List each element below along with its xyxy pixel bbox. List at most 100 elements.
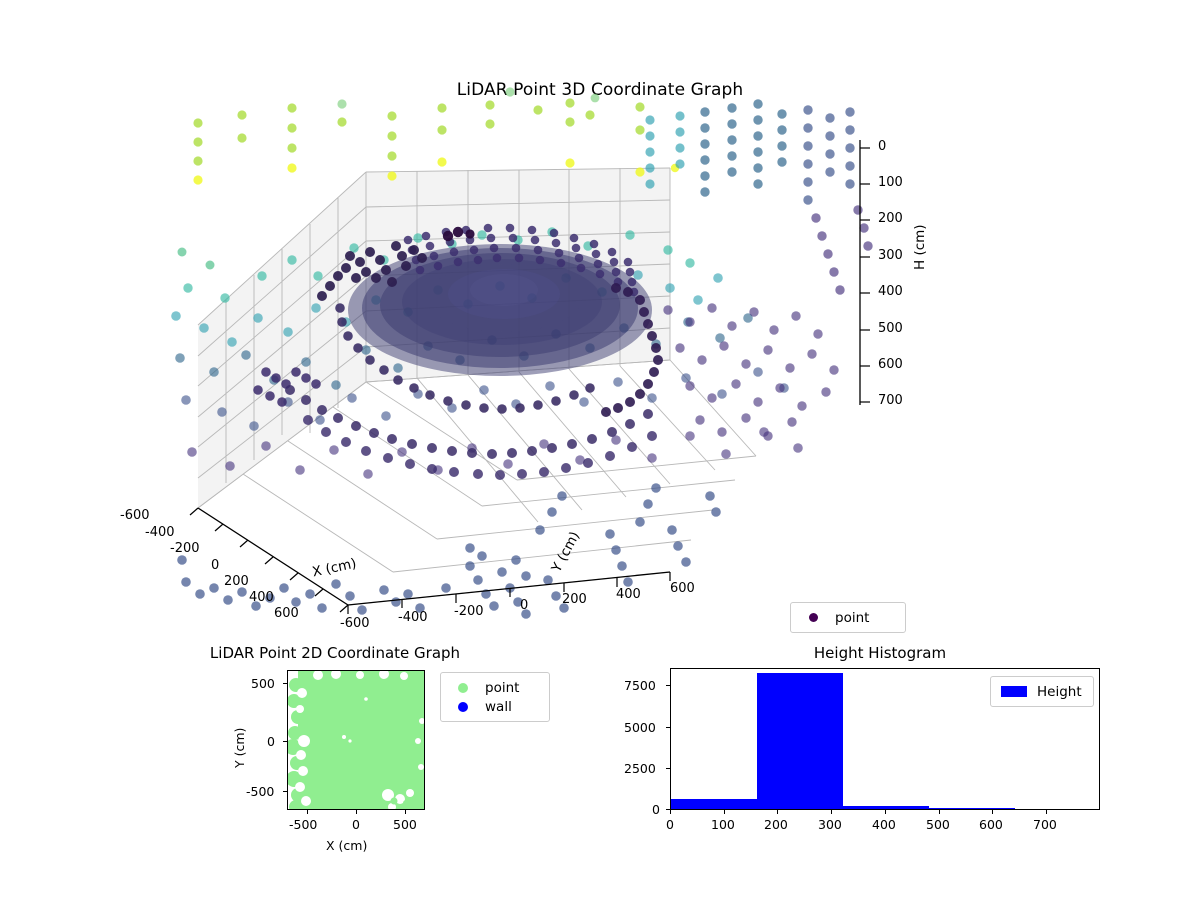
- histogram-xtick-mark: [939, 810, 941, 814]
- height-histogram-panel: Height Histogram 0 2500 5000 7500 0 100 …: [600, 640, 1160, 870]
- histogram-ytick-label: 2500: [624, 761, 656, 776]
- histogram-ytick-label: 7500: [624, 678, 656, 693]
- plot3d-ztick-label: 100: [878, 175, 903, 190]
- plot2d-scatter: [288, 671, 424, 809]
- plot2d-xtick-mark: [405, 810, 407, 814]
- plot2d-ytick-mark: [283, 791, 287, 793]
- plot3d-ztick-label: 600: [878, 357, 903, 372]
- histogram-xtick-mark: [885, 810, 887, 814]
- plot3d-ytick-label: 0: [520, 598, 529, 613]
- plot2d-ytick-label: 500: [251, 676, 275, 691]
- legend-item-wall[interactable]: wall: [450, 697, 540, 716]
- histogram-xtick-label: 200: [764, 817, 788, 832]
- legend-item-point[interactable]: point: [800, 608, 896, 627]
- height-patch-icon: [1000, 686, 1028, 697]
- legend-label: wall: [485, 698, 512, 715]
- plot2d-ytick-mark: [283, 683, 287, 685]
- histogram-ytick-mark: [666, 727, 670, 729]
- plot3d-scatter-purple: [663, 303, 839, 441]
- histogram-xtick-label: 300: [818, 817, 842, 832]
- histogram-ytick-label: 5000: [624, 720, 656, 735]
- plot3d-ztick-label: 0: [878, 139, 887, 154]
- histogram-ytick-label: 0: [652, 802, 660, 817]
- histogram-legend[interactable]: Height: [990, 676, 1094, 707]
- plot3d-zticks: [860, 147, 870, 403]
- plot3d-title: LiDAR Point 3D Coordinate Graph: [456, 80, 744, 100]
- histogram-xtick-mark: [777, 810, 779, 814]
- plot2d-title: LiDAR Point 2D Coordinate Graph: [209, 644, 461, 662]
- legend-label: point: [485, 679, 520, 696]
- plot3d-xtick-label: -600: [120, 508, 150, 523]
- point-marker-icon: [800, 613, 826, 622]
- plot2d-yaxis-label: Y (cm): [232, 727, 247, 768]
- histogram-bar: [757, 673, 843, 809]
- histogram-title: Height Histogram: [813, 644, 947, 662]
- legend-label: point: [835, 609, 870, 626]
- plot3d-xtick-label: 0: [211, 558, 220, 573]
- plot3d-canvas: [171, 87, 873, 619]
- plot3d-xtick-label: -200: [170, 541, 200, 556]
- plot3d-ytick-label: 200: [562, 592, 587, 607]
- plot3d-ztick-label: 200: [878, 211, 903, 226]
- plot3d-outlier-points-upper: [193, 87, 680, 185]
- histogram-bar: [843, 806, 929, 809]
- histogram-xtick-label: 500: [926, 817, 950, 832]
- plot3d-right-columns: [645, 99, 873, 295]
- plot3d-ytick-label: -200: [454, 604, 484, 619]
- histogram-xtick-mark: [724, 810, 726, 814]
- plot2d-xaxis-label: X (cm): [326, 838, 368, 853]
- plot2d-xtick-label: -500: [289, 817, 318, 832]
- plot2d-xtick-label: 0: [352, 817, 360, 832]
- histogram-ytick-mark: [666, 685, 670, 687]
- legend-item-point[interactable]: point: [450, 678, 540, 697]
- plot3d-xtick-label: 200: [224, 574, 249, 589]
- plot3d-yticks: [347, 572, 671, 614]
- histogram-xtick-mark: [670, 810, 672, 814]
- plot2d-xtick-mark: [356, 810, 358, 814]
- plot3d-ztick-label: 500: [878, 321, 903, 336]
- histogram-bar: [929, 808, 1015, 809]
- plot3d-ztick-label: 300: [878, 248, 903, 263]
- plot2d-xtick-label: 500: [393, 817, 417, 832]
- plot3d-ytick-label: 400: [616, 587, 641, 602]
- plot3d-ztick-label: 700: [878, 393, 903, 408]
- plot2d-ytick-mark: [283, 741, 287, 743]
- histogram-xtick-mark: [992, 810, 994, 814]
- plot2d-ytick-label: -500: [246, 784, 275, 799]
- plot3d-ytick-label: -400: [398, 610, 428, 625]
- histogram-xtick-label: 400: [872, 817, 896, 832]
- plot3d-xticks: [189, 507, 349, 613]
- histogram-bar: [1015, 808, 1099, 809]
- plot3d-ztick-label: 400: [878, 284, 903, 299]
- plot3d-ytick-label: 600: [670, 581, 695, 596]
- point-marker-icon: [450, 682, 476, 693]
- lidar-3d-plot-panel: LiDAR Point 3D Coordinate Graph: [120, 60, 1030, 660]
- histogram-xtick-mark: [831, 810, 833, 814]
- plot3d-xtick-label: 400: [249, 590, 274, 605]
- histogram-bar: [671, 798, 757, 809]
- histogram-axes[interactable]: [670, 668, 1100, 810]
- plot2d-axes[interactable]: [287, 670, 425, 810]
- legend-item-height[interactable]: Height: [1000, 682, 1084, 701]
- plot3d-outlier-points-lower: [177, 483, 721, 619]
- plot3d-ytick-label: -600: [340, 616, 370, 631]
- plot2d-legend[interactable]: point wall: [440, 672, 550, 722]
- histogram-xtick-mark: [1046, 810, 1048, 814]
- histogram-xtick-label: 700: [1033, 817, 1057, 832]
- legend-label: Height: [1037, 683, 1082, 700]
- plot3d-zaxis-label: H (cm): [912, 224, 928, 270]
- plot2d-xtick-mark: [307, 810, 309, 814]
- histogram-xtick-label: 600: [979, 817, 1003, 832]
- histogram-xtick-label: 100: [711, 817, 735, 832]
- plot3d-legend[interactable]: point: [790, 602, 906, 633]
- wall-marker-icon: [450, 701, 476, 712]
- plot3d-dense-bowl: [253, 223, 663, 480]
- histogram-xtick-label: 0: [666, 817, 674, 832]
- plot3d-xtick-label: 600: [274, 606, 299, 621]
- histogram-ytick-mark: [666, 768, 670, 770]
- plot3d-xtick-label: -400: [145, 525, 175, 540]
- plot2d-ytick-label: 0: [267, 734, 275, 749]
- histogram-ytick-mark: [666, 809, 670, 811]
- lidar-2d-plot-panel: LiDAR Point 2D Coordinate Graph: [150, 640, 570, 870]
